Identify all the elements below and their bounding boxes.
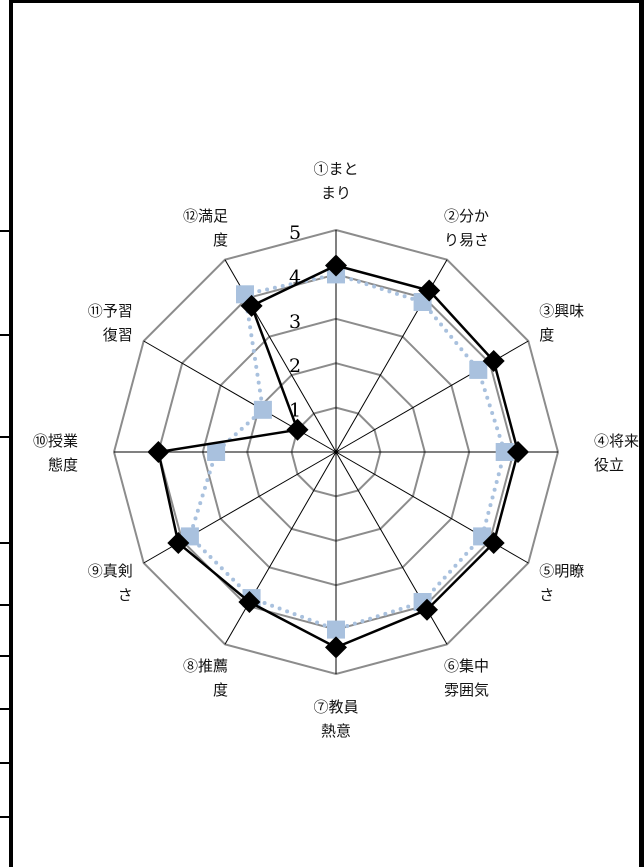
series-1-point-1 xyxy=(325,254,347,277)
axis-label-3-line-2: 度 xyxy=(539,326,554,344)
series-1-point-6 xyxy=(416,598,438,621)
axis-label-4-line-2: 役立 xyxy=(594,456,624,474)
series-1-point-2 xyxy=(418,279,441,302)
axis-label-8-line-2: 度 xyxy=(213,681,228,699)
axis-label-8-line-1: ⑧推薦 xyxy=(183,657,228,675)
axis-label-7-line-1: ⑦教員 xyxy=(313,698,358,716)
series-1-point-11 xyxy=(286,418,309,441)
axis-label-9-line-2: さ xyxy=(118,586,133,604)
scale-tick-1: 1 xyxy=(289,400,301,422)
axis-label-12-line-1: ⑫満足 xyxy=(183,207,228,225)
axis-label-1-line-1: ①まと xyxy=(313,160,358,178)
series-1-point-10 xyxy=(147,441,170,463)
series-2-point-10 xyxy=(207,443,226,461)
axis-label-11-line-2: 復習 xyxy=(103,326,133,344)
left-edge-ticks xyxy=(0,0,9,867)
series-1-point-7 xyxy=(325,636,347,659)
axis-label-7-line-2: 熱意 xyxy=(321,722,351,740)
axis-label-11-line-1: ⑪予習 xyxy=(88,302,133,320)
scale-tick-5: 5 xyxy=(289,222,301,244)
series-2-point-7 xyxy=(327,620,345,639)
axis-label-5-line-1: ⑤明瞭 xyxy=(539,562,584,580)
series-2-point-11 xyxy=(253,400,272,419)
series-1-point-12 xyxy=(240,294,263,317)
scale-tick-4: 4 xyxy=(289,266,301,288)
axis-label-6-line-2: 雰囲気 xyxy=(444,681,489,699)
left-border xyxy=(9,0,13,867)
series-1-point-4 xyxy=(507,441,529,463)
series-2-point-4 xyxy=(495,443,514,461)
axis-label-1-line-2: まり xyxy=(321,184,351,202)
axis-label-10-line-1: ⑩授業 xyxy=(33,432,78,450)
series-1-point-9 xyxy=(167,532,190,554)
axis-label-6-line-1: ⑥集中 xyxy=(444,657,489,675)
axis-label-9-line-1: ⑨真剣 xyxy=(88,562,133,580)
series-2-point-3 xyxy=(469,360,488,379)
top-border xyxy=(9,0,644,3)
right-border xyxy=(639,0,644,867)
scale-tick-2: 2 xyxy=(289,355,301,377)
axis-label-2-line-1: ②分か xyxy=(444,207,489,225)
axis-label-12-line-2: 度 xyxy=(213,231,228,249)
series-1-point-8 xyxy=(238,591,261,613)
scale-tick-3: 3 xyxy=(289,311,301,333)
series-1-point-5 xyxy=(482,532,505,554)
series-1-point-3 xyxy=(482,350,505,372)
axis-label-5-line-2: さ xyxy=(539,586,554,604)
axis-label-3-line-1: ③興味 xyxy=(539,302,584,320)
axis-label-10-line-2: 態度 xyxy=(48,456,78,474)
axis-label-2-line-2: り易さ xyxy=(444,231,489,249)
spoke-8 xyxy=(224,451,337,645)
axis-label-4-line-1: ④将来 xyxy=(594,432,639,450)
